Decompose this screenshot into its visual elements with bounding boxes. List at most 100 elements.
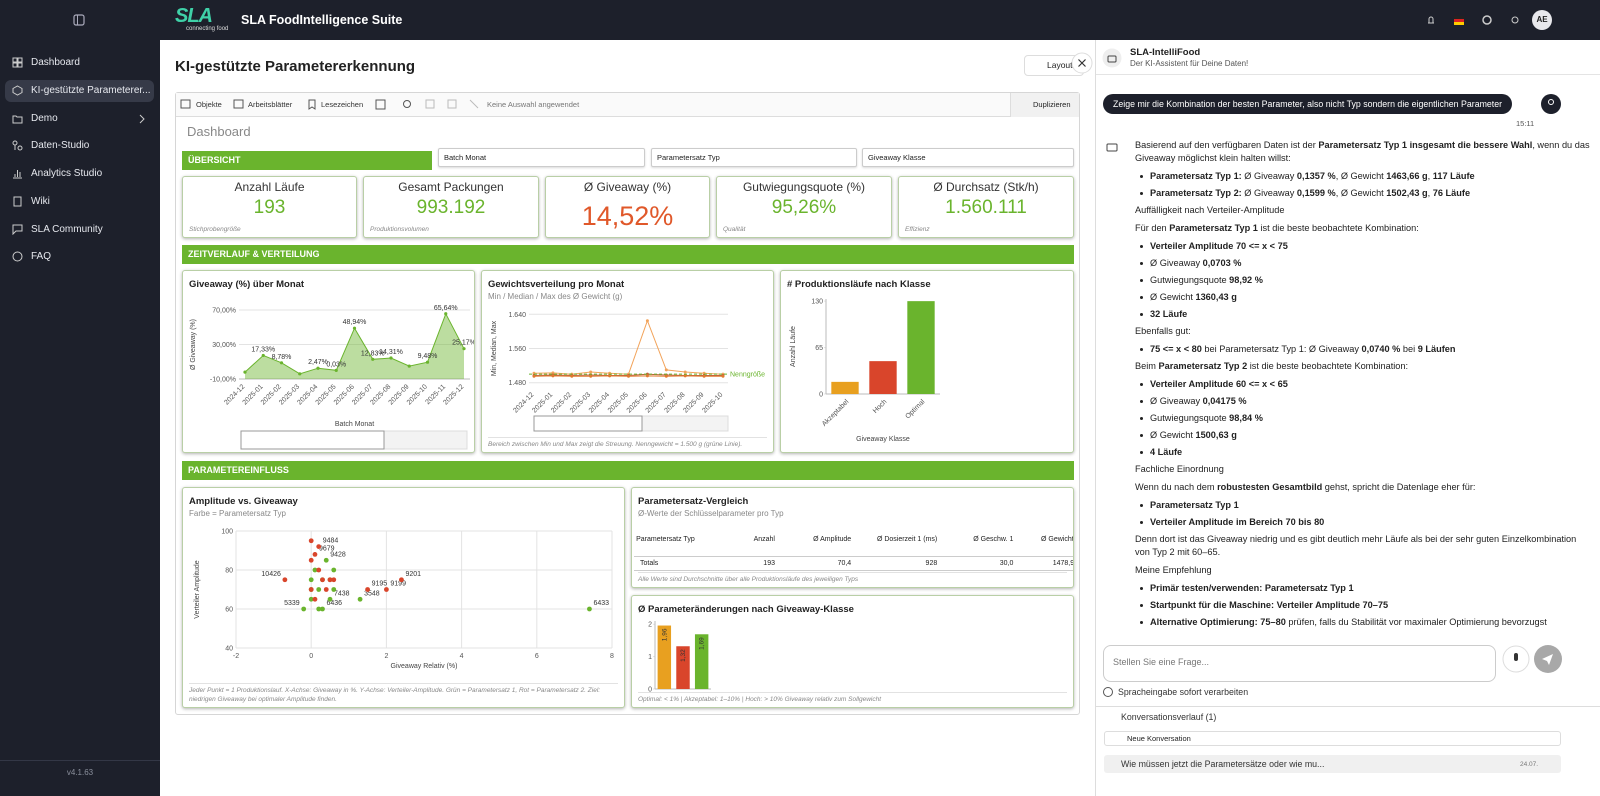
bar (657, 625, 672, 689)
filter[interactable]: Giveaway Klasse (862, 148, 1074, 167)
x-tick-label: Akzeptabel (821, 398, 851, 428)
column-header[interactable]: Ø Dosierzeit 1 (ms) (876, 536, 938, 544)
point (444, 312, 448, 316)
point (664, 374, 668, 378)
kpi-card: Gesamt Packungen 993.192 Produktionsvolume… (363, 176, 539, 238)
data-label: 9,48% (418, 353, 438, 360)
column-header[interactable]: Anzahl (753, 536, 775, 544)
chart-subtitle: Farbe = Parametersatz Typ (189, 509, 287, 518)
nav-item[interactable]: KI-gestützte Parameterer... (5, 80, 154, 102)
nav-item[interactable]: SLA Community (5, 219, 154, 241)
point-label: 6433 (593, 600, 609, 607)
voice-option: Spracheingabe sofort verarbeiten (1118, 687, 1249, 697)
chat-input[interactable]: Stellen Sie eine Frage... (1103, 645, 1496, 682)
nav-item[interactable]: Wiki (5, 191, 154, 213)
text-run: Ø Gewicht (1150, 430, 1196, 440)
toolbar-item[interactable]: Lesezeichen (321, 100, 364, 109)
column-header[interactable]: Ø Geschw. 1 (973, 536, 1014, 544)
nav-label: Dashboard (31, 57, 80, 68)
kpi-card: Ø Giveaway (%) 14,52% (545, 176, 710, 238)
table-card: Parametersatz-Vergleich Ø-Werte der Schl… (631, 487, 1074, 588)
point (261, 353, 265, 358)
new-conversation[interactable]: Neue Konversation (1104, 731, 1561, 746)
toolbar-item[interactable]: Objekte (196, 100, 222, 109)
chat-bullet: Alternative Optimierung: 75–80 prüfen, f… (1135, 616, 1590, 627)
point (389, 356, 393, 360)
y-tick-label: 1.640 (508, 312, 526, 319)
chat-paragraph: Denn dort ist das Giveaway niedrig und e… (1135, 533, 1590, 559)
y-tick-label: 65 (815, 345, 823, 352)
duplicate-button[interactable]: Duplizieren (1010, 93, 1079, 117)
nav-item[interactable]: FAQ (5, 246, 154, 268)
text-run: Alternative Optimierung: 75–80 (1150, 617, 1286, 627)
chat-paragraph: Für den Parametersatz Typ 1 ist die best… (1135, 222, 1590, 235)
kpi-note: Qualität (723, 226, 746, 233)
point (357, 596, 363, 602)
point (608, 374, 612, 378)
point (589, 370, 593, 374)
nav-item[interactable]: Dashboard (5, 52, 154, 74)
point (320, 606, 325, 612)
filter[interactable]: Parametersatz Typ (651, 148, 857, 167)
text-run: Verteiler Amplitude 60 <= x < 65 (1150, 379, 1288, 389)
history-title[interactable]: Konversationsverlauf (1) (1121, 712, 1217, 722)
nav-label: Demo (31, 113, 58, 124)
section-header: PARAMETEREINFLUSS (182, 461, 1074, 480)
nav-item[interactable]: Daten-Studio (5, 135, 154, 157)
column-header[interactable]: Parametersatz Typ (636, 536, 695, 544)
chart-card: Ø Parameteränderungen nach Giveaway-Klas… (631, 595, 1074, 708)
text-run: Denn dort ist das Giveaway niedrig und e… (1135, 534, 1577, 557)
sidebar-toggle[interactable] (73, 14, 85, 26)
cell: 1478,92 (1052, 559, 1074, 567)
x-tick-label: Optimal (904, 398, 926, 420)
point (316, 366, 320, 370)
chat-paragraph: Wenn du nach dem robustesten Gesamtbild … (1135, 481, 1590, 494)
chat-paragraph: Fachliche Einordnung (1135, 463, 1590, 476)
kpi-value: 193 (253, 197, 286, 218)
text-run: Ebenfalls gut: (1135, 326, 1191, 336)
nav-label: SLA Community (31, 224, 103, 235)
text-run: Ø Giveaway (1150, 258, 1203, 268)
avatar[interactable]: AE (1532, 10, 1552, 30)
close-button[interactable] (1070, 52, 1094, 74)
text-run: 4 Läufe (1150, 447, 1183, 457)
chart: 0 65 130 Anzahl Läufe Giveaway Klasse Akzepta… (790, 299, 940, 443)
text-run: Gutwiegungsquote (1150, 275, 1230, 285)
point-label: 9201 (405, 571, 421, 578)
point (308, 577, 314, 583)
kpi-note: Produktionsvolumen (370, 226, 429, 233)
nav-item[interactable]: Analytics Studio (5, 163, 154, 185)
point (312, 596, 318, 602)
header-icons[interactable] (1425, 14, 1535, 26)
text-run: Ø Giveaway (1241, 171, 1297, 181)
point (316, 587, 322, 592)
kpi-label: Ø Giveaway (%) (583, 180, 672, 194)
y-axis-title: Ø Giveaway (%) (190, 319, 197, 370)
voice-checkbox[interactable] (1102, 686, 1114, 698)
column-header[interactable]: Ø Amplitude (813, 536, 852, 544)
chart-title: # Produktionsläufe nach Klasse (787, 279, 931, 290)
chat-bullet: Verteiler Amplitude im Bereich 70 bis 80 (1135, 516, 1590, 529)
text-run: , (1427, 171, 1433, 181)
table-title: Parametersatz-Vergleich (638, 496, 749, 507)
nav-item[interactable]: Demo (5, 108, 154, 130)
point (301, 606, 307, 612)
toolbar-item[interactable]: Arbeitsblätter (248, 100, 293, 109)
chart-note: Bereich zwischen Min und Max zeigt die S… (488, 436, 767, 449)
point (298, 372, 302, 376)
history-item[interactable] (1104, 755, 1561, 773)
point (702, 374, 706, 378)
text-run: Wenn du nach dem (1135, 482, 1218, 492)
column-header[interactable]: Ø Gewicht ( (1041, 536, 1074, 544)
point (425, 360, 430, 364)
text-run: Fachliche Einordnung (1135, 464, 1224, 474)
nav-label: KI-gestützte Parameterer... (31, 85, 151, 96)
filter[interactable]: Batch Monat (438, 148, 645, 167)
text-run: prüfen, falls du Stabilität vor maximale… (1285, 617, 1547, 627)
chat-bullet: 75 <= x < 80 bei Parametersatz Typ 1: Ø … (1135, 343, 1590, 356)
chat-bullet: Parametersatz Typ 1 (1135, 499, 1590, 512)
kpi-card: Ø Durchsatz (Stk/h) 1.560.111 Effizienz (898, 176, 1074, 238)
point (664, 368, 668, 372)
input-buttons[interactable] (1502, 645, 1596, 679)
point (308, 557, 314, 563)
